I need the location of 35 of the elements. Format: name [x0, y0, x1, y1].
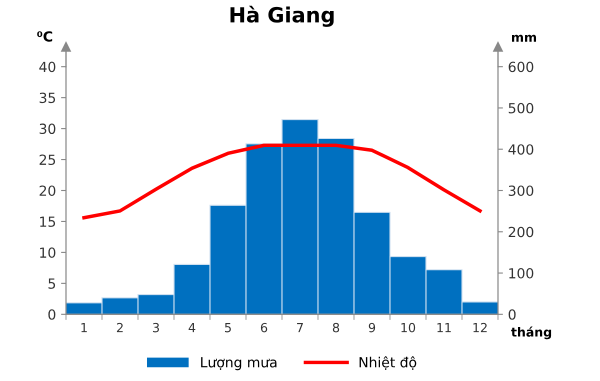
y-tick-label: 0 — [48, 309, 56, 320]
y2-tick-label: 0 — [508, 309, 516, 320]
x-tick-label: 5 — [224, 323, 231, 332]
chart-title: Hà Giang — [230, 6, 334, 27]
y2-tick-label: 100 — [509, 268, 534, 279]
x-tick-label: 10 — [401, 322, 416, 332]
x-tick-label: 1 — [81, 323, 87, 332]
x-tick-label: 6 — [260, 322, 268, 332]
y2-tick-label: 200 — [508, 226, 534, 238]
legend-label: Nhiệt độ — [360, 356, 416, 370]
x-tick-label: 12 — [473, 322, 487, 332]
x-tick-label: 8 — [332, 322, 340, 332]
x-tick-label: 11 — [437, 323, 451, 332]
x-tick-label: 2 — [116, 322, 123, 332]
y2-tick-label: 300 — [508, 185, 534, 196]
y-tick-label: 10 — [40, 247, 56, 258]
y-tick-label: 25 — [40, 154, 56, 166]
x-tick-label: 7 — [297, 323, 303, 332]
y-tick-label: 40 — [39, 62, 56, 72]
y-tick-label: 20 — [40, 185, 56, 196]
y-axis-title: ⁰C — [37, 31, 52, 42]
y-tick-label: 15 — [40, 216, 56, 227]
y-tick-label: 30 — [40, 124, 56, 134]
y2-axis-title: mm — [512, 34, 536, 42]
legend-label: Lượng mưa — [201, 357, 276, 370]
y2-tick-label: 500 — [508, 102, 534, 114]
y2-tick-label: 600 — [508, 62, 534, 72]
x-tick-label: 9 — [368, 322, 376, 332]
x-tick-label: 3 — [152, 322, 159, 332]
x-tick-label: 4 — [188, 323, 196, 332]
x-axis-title: tháng — [511, 326, 552, 340]
y-tick-label: 35 — [40, 92, 56, 104]
y2-tick-label: 400 — [508, 144, 534, 155]
y-tick-label: 5 — [48, 278, 56, 289]
line-series — [82, 144, 482, 220]
